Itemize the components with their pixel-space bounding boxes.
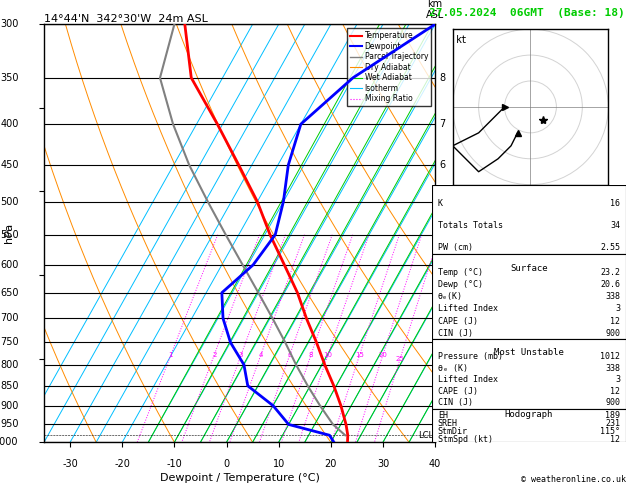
Text: © weatheronline.co.uk: © weatheronline.co.uk [521, 474, 626, 484]
Text: 300: 300 [0, 19, 19, 29]
Text: 800: 800 [0, 360, 19, 370]
Text: CAPE (J): CAPE (J) [438, 387, 478, 396]
Text: LCL: LCL [418, 431, 433, 440]
Text: 20: 20 [325, 459, 337, 469]
Text: 10: 10 [323, 352, 333, 358]
Text: 15: 15 [355, 352, 364, 358]
Text: Hodograph: Hodograph [504, 410, 553, 419]
Text: 5: 5 [439, 197, 445, 207]
Text: 4: 4 [259, 352, 263, 358]
Text: 350: 350 [0, 73, 19, 83]
Text: 7: 7 [439, 119, 445, 129]
Text: 25: 25 [396, 356, 404, 362]
Text: 8: 8 [309, 352, 313, 358]
FancyBboxPatch shape [432, 409, 626, 442]
Text: 40: 40 [429, 459, 441, 469]
FancyBboxPatch shape [432, 254, 626, 339]
Text: 2: 2 [212, 352, 216, 358]
Text: 3: 3 [615, 304, 620, 313]
Text: 23.2: 23.2 [600, 268, 620, 277]
Text: 850: 850 [0, 381, 19, 391]
Text: CIN (J): CIN (J) [438, 399, 473, 407]
Text: 450: 450 [0, 160, 19, 170]
Text: 400: 400 [0, 119, 19, 129]
Text: 2: 2 [439, 360, 445, 370]
Text: 12: 12 [610, 387, 620, 396]
Text: Surface: Surface [510, 264, 548, 274]
Text: Most Unstable: Most Unstable [494, 347, 564, 357]
Text: 1000: 1000 [0, 437, 19, 447]
Text: kt: kt [456, 35, 467, 45]
Text: 1012: 1012 [600, 352, 620, 361]
Text: -20: -20 [114, 459, 130, 469]
Text: 900: 900 [605, 399, 620, 407]
Text: 12: 12 [610, 316, 620, 326]
Text: CAPE (J): CAPE (J) [438, 316, 478, 326]
Text: 0: 0 [223, 459, 230, 469]
Text: 34: 34 [610, 221, 620, 230]
Text: 600: 600 [0, 260, 19, 270]
Text: 1: 1 [439, 400, 445, 411]
Text: hPa: hPa [4, 223, 14, 243]
Text: 12: 12 [610, 435, 620, 444]
Text: 189: 189 [605, 411, 620, 420]
Text: 750: 750 [0, 337, 19, 347]
Text: 6: 6 [439, 160, 445, 170]
FancyBboxPatch shape [432, 339, 626, 409]
Text: 3: 3 [239, 352, 243, 358]
FancyBboxPatch shape [432, 185, 626, 254]
X-axis label: Dewpoint / Temperature (°C): Dewpoint / Temperature (°C) [160, 473, 320, 483]
Text: 500: 500 [0, 197, 19, 207]
Text: 338: 338 [605, 292, 620, 301]
Text: Pressure (mb): Pressure (mb) [438, 352, 503, 361]
Text: 16: 16 [610, 199, 620, 208]
Text: Dewp (°C): Dewp (°C) [438, 280, 483, 289]
Text: km
ASL: km ASL [426, 0, 444, 20]
Text: Mixing Ratio (g/kg): Mixing Ratio (g/kg) [458, 193, 467, 273]
Text: -10: -10 [167, 459, 182, 469]
Text: StmSpd (kt): StmSpd (kt) [438, 435, 493, 444]
Text: SREH: SREH [438, 419, 458, 428]
Text: 27.05.2024  06GMT  (Base: 18): 27.05.2024 06GMT (Base: 18) [430, 8, 625, 18]
Text: 4: 4 [439, 260, 445, 270]
Text: 8: 8 [439, 73, 445, 83]
Text: 3: 3 [615, 375, 620, 384]
Text: θₑ(K): θₑ(K) [438, 292, 463, 301]
Text: 338: 338 [605, 364, 620, 373]
Text: 900: 900 [605, 329, 620, 338]
Text: 650: 650 [0, 288, 19, 298]
Text: 1: 1 [169, 352, 173, 358]
Text: 231: 231 [605, 419, 620, 428]
Text: Totals Totals: Totals Totals [438, 221, 503, 230]
Text: θₑ (K): θₑ (K) [438, 364, 468, 373]
Text: 950: 950 [0, 419, 19, 430]
Legend: Temperature, Dewpoint, Parcel Trajectory, Dry Adiabat, Wet Adiabat, Isotherm, Mi: Temperature, Dewpoint, Parcel Trajectory… [347, 28, 431, 106]
Text: StmDir: StmDir [438, 427, 468, 436]
Text: 700: 700 [0, 313, 19, 324]
Text: K: K [438, 199, 443, 208]
Text: 550: 550 [0, 230, 19, 240]
Text: 6: 6 [287, 352, 292, 358]
Text: Temp (°C): Temp (°C) [438, 268, 483, 277]
Text: CIN (J): CIN (J) [438, 329, 473, 338]
Text: 2.55: 2.55 [600, 243, 620, 252]
Text: -30: -30 [62, 459, 78, 469]
Text: 20.6: 20.6 [600, 280, 620, 289]
Text: 900: 900 [0, 400, 19, 411]
Text: Lifted Index: Lifted Index [438, 375, 498, 384]
Text: 10: 10 [272, 459, 285, 469]
Text: 115°: 115° [600, 427, 620, 436]
Text: PW (cm): PW (cm) [438, 243, 473, 252]
Text: 20: 20 [379, 352, 387, 358]
Text: Lifted Index: Lifted Index [438, 304, 498, 313]
Text: 14°44'N  342°30'W  24m ASL: 14°44'N 342°30'W 24m ASL [44, 14, 208, 23]
Text: 3: 3 [439, 313, 445, 324]
Text: EH: EH [438, 411, 448, 420]
Text: 30: 30 [377, 459, 389, 469]
